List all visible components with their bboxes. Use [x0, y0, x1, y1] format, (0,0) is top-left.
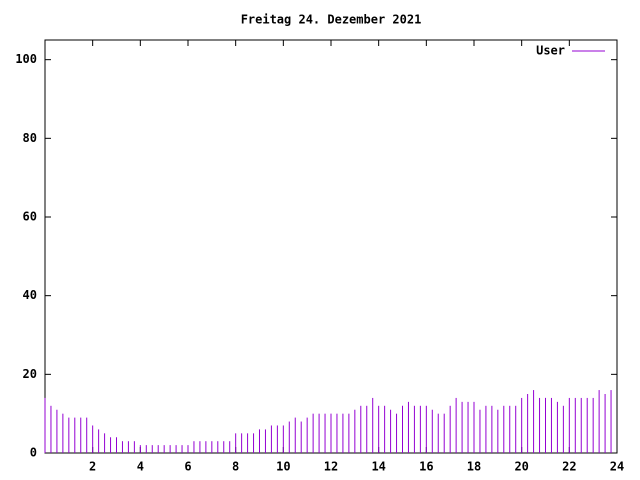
y-tick-label: 100 [15, 52, 37, 66]
x-tick-label: 4 [137, 460, 144, 474]
x-tick-label: 8 [232, 460, 239, 474]
legend-label: User [536, 44, 565, 58]
y-tick-label: 60 [23, 210, 37, 224]
x-tick-label: 18 [467, 460, 481, 474]
x-tick-label: 22 [562, 460, 576, 474]
y-tick-label: 80 [23, 131, 37, 145]
x-tick-label: 12 [324, 460, 338, 474]
x-tick-label: 10 [276, 460, 290, 474]
y-tick-label: 40 [23, 288, 37, 302]
x-tick-label: 16 [419, 460, 433, 474]
chart-title: Freitag 24. Dezember 2021 [241, 13, 422, 27]
x-tick-label: 24 [610, 460, 624, 474]
y-tick-label: 0 [30, 446, 37, 460]
y-tick-label: 20 [23, 367, 37, 381]
x-tick-label: 14 [371, 460, 385, 474]
x-tick-label: 20 [514, 460, 528, 474]
x-tick-label: 6 [184, 460, 191, 474]
x-tick-label: 2 [89, 460, 96, 474]
